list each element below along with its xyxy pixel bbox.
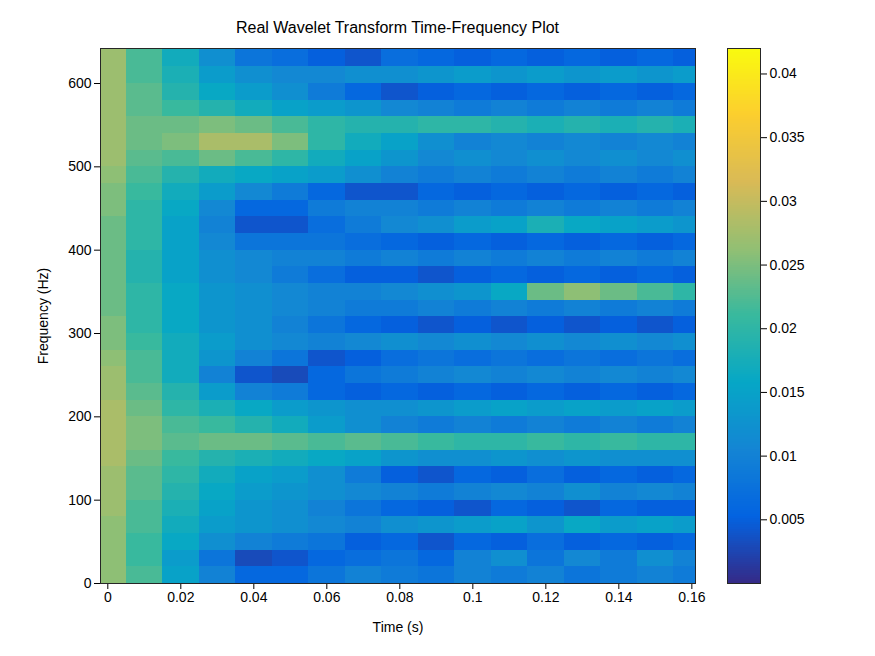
svg-text:100: 100	[68, 492, 92, 508]
svg-text:0.01: 0.01	[770, 448, 797, 464]
svg-text:600: 600	[68, 75, 92, 91]
svg-text:300: 300	[68, 325, 92, 341]
svg-text:0.03: 0.03	[770, 193, 797, 209]
svg-text:0.015: 0.015	[770, 384, 805, 400]
svg-text:0: 0	[84, 575, 92, 591]
svg-text:0.04: 0.04	[240, 589, 267, 605]
svg-text:Time (s): Time (s)	[373, 619, 424, 635]
svg-text:0: 0	[104, 589, 112, 605]
svg-text:0.02: 0.02	[770, 320, 797, 336]
svg-text:500: 500	[68, 158, 92, 174]
svg-text:0.04: 0.04	[770, 65, 797, 81]
svg-text:0.025: 0.025	[770, 257, 805, 273]
svg-text:0.08: 0.08	[386, 589, 413, 605]
svg-text:0.12: 0.12	[532, 589, 559, 605]
svg-text:0.005: 0.005	[770, 511, 805, 527]
svg-text:200: 200	[68, 408, 92, 424]
svg-text:0.035: 0.035	[770, 129, 805, 145]
svg-text:0.16: 0.16	[678, 589, 705, 605]
svg-text:0.02: 0.02	[167, 589, 194, 605]
html-text:Real Wavelet Transform Time-Fr: Real Wavelet Transform Time-Frequency Pl…	[236, 19, 559, 36]
svg-text:Frequency (Hz): Frequency (Hz)	[35, 268, 51, 364]
svg-text:0.1: 0.1	[463, 589, 483, 605]
svg-text:400: 400	[68, 242, 92, 258]
svg-text:0.14: 0.14	[605, 589, 632, 605]
svg-text:0.06: 0.06	[313, 589, 340, 605]
